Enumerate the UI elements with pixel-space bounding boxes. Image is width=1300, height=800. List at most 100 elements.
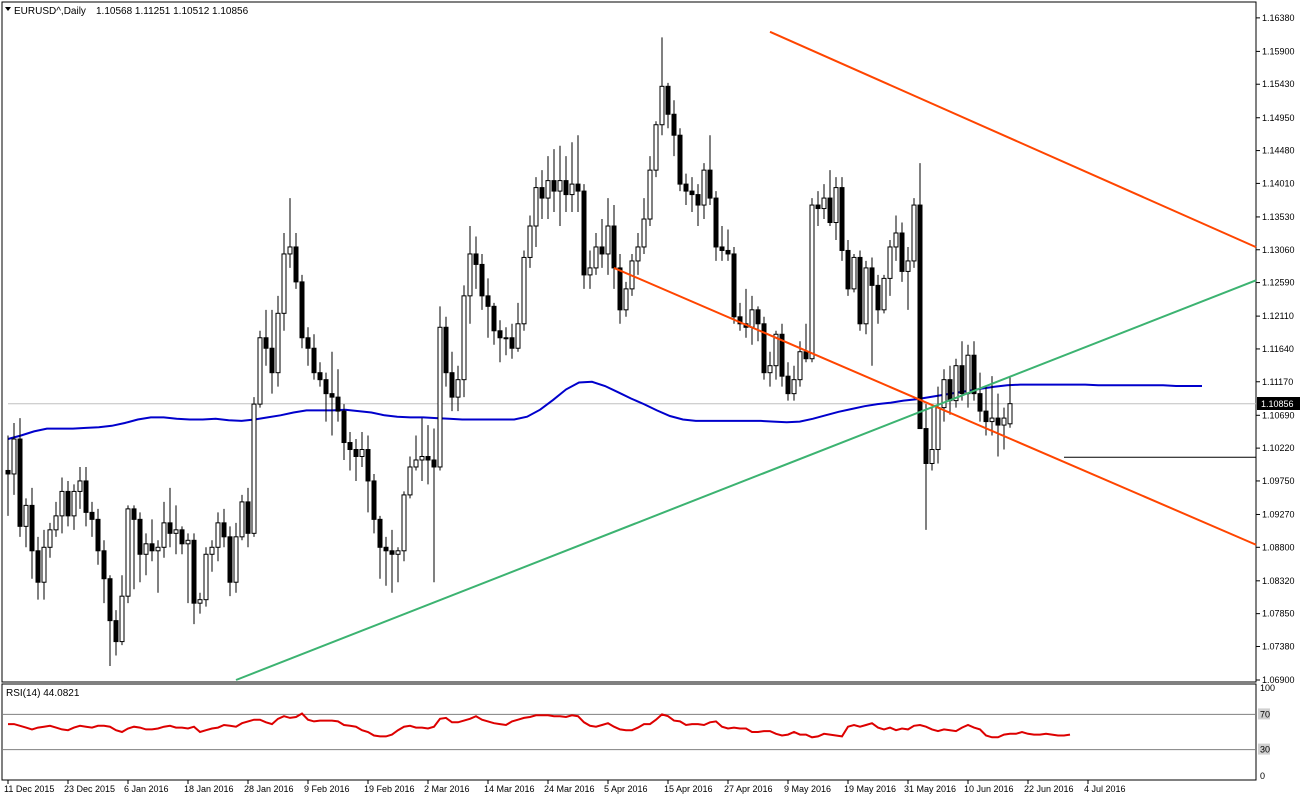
bearish-candle-body	[305, 337, 311, 349]
bullish-candle-body	[125, 508, 131, 597]
candle	[107, 575, 113, 667]
candle	[953, 358, 959, 408]
bearish-candle-body	[383, 546, 389, 552]
bullish-candle-body	[173, 529, 179, 534]
candle	[167, 487, 173, 548]
candle	[419, 418, 425, 481]
candle	[575, 135, 581, 213]
candle	[989, 376, 995, 436]
bullish-candle-body	[863, 267, 869, 325]
candle	[287, 198, 293, 268]
candle	[281, 232, 287, 331]
x-tick-label: 28 Jan 2016	[244, 784, 294, 794]
candle	[479, 253, 485, 310]
bearish-candle-body	[719, 246, 725, 251]
candle	[959, 341, 965, 401]
bullish-candle-body	[287, 246, 293, 255]
x-tick-label: 2 Mar 2016	[424, 784, 470, 794]
bearish-candle-body	[755, 309, 761, 325]
y-tick-label: 1.15900	[1262, 46, 1295, 56]
bullish-candle-body	[833, 187, 839, 224]
bearish-candle-body	[875, 284, 881, 311]
candle	[725, 229, 731, 261]
candle	[377, 515, 383, 579]
candle	[311, 334, 317, 380]
candle	[17, 418, 23, 537]
candle	[485, 278, 491, 338]
candle	[527, 215, 533, 268]
bullish-candle-body	[359, 449, 365, 457]
bearish-candle-body	[677, 134, 683, 185]
bullish-candle-body	[887, 246, 893, 279]
candle	[149, 519, 155, 562]
candles-layer	[5, 37, 1013, 667]
bullish-candle-body	[197, 599, 203, 604]
candle	[71, 484, 77, 530]
bullish-candle-body	[935, 407, 941, 451]
trendlines-layer	[235, 30, 1257, 681]
bearish-candle-body	[845, 249, 851, 290]
y-tick-label: 1.11640	[1262, 344, 1294, 354]
candle	[977, 372, 983, 422]
candle	[239, 494, 245, 541]
candle	[779, 323, 785, 387]
bullish-candle-body	[203, 553, 209, 601]
candle	[293, 232, 299, 289]
time-axis: 11 Dec 2015 23 Dec 2015 6 Jan 2016 18 Jan 2…	[4, 780, 1126, 794]
candle	[947, 365, 953, 415]
candle	[137, 512, 143, 583]
candle	[185, 533, 191, 604]
bullish-candle-body	[437, 326, 443, 468]
bullish-candle-body	[23, 504, 29, 527]
candle	[863, 260, 869, 335]
bullish-candle-body	[467, 253, 473, 297]
candle	[335, 369, 341, 422]
bullish-candle-body	[953, 365, 959, 402]
candle	[809, 198, 815, 363]
bearish-candle-body	[707, 169, 713, 199]
x-tick-label: 19 May 2016	[844, 784, 896, 794]
candle	[875, 274, 881, 324]
dropdown-triangle-icon[interactable]	[5, 7, 11, 11]
bearish-candle-body	[299, 281, 305, 339]
candle	[503, 327, 509, 356]
candle	[461, 285, 467, 398]
candle	[869, 257, 875, 366]
bearish-candle-body	[167, 522, 173, 534]
candle	[539, 170, 545, 220]
bullish-candle-body	[119, 595, 125, 643]
candle	[731, 246, 737, 324]
bullish-candle-body	[59, 490, 65, 517]
bearish-candle-body	[671, 113, 677, 136]
bearish-candle-body	[365, 449, 371, 482]
candle	[59, 477, 65, 534]
candle	[905, 246, 911, 310]
bearish-candle-body	[473, 253, 479, 265]
candle	[119, 575, 125, 646]
bearish-candle-body	[269, 347, 275, 374]
candle	[893, 215, 899, 261]
rsi-scale-label: 0	[1260, 771, 1265, 781]
candle	[491, 302, 497, 345]
candle	[833, 177, 839, 240]
bearish-candle-body	[347, 442, 353, 451]
bearish-candle-body	[695, 194, 701, 206]
bearish-candle-body	[353, 449, 359, 457]
bearish-candle-body	[869, 267, 875, 286]
candle	[197, 592, 203, 614]
candle	[323, 372, 329, 422]
bearish-candle-body	[995, 417, 1001, 426]
x-tick-label: 14 Mar 2016	[484, 784, 535, 794]
moving-average-layer	[7, 380, 1202, 440]
candle	[227, 526, 233, 597]
bearish-candle-body	[5, 469, 11, 475]
bullish-candle-body	[275, 312, 281, 374]
bearish-candle-body	[431, 459, 437, 468]
bullish-candle-body	[161, 522, 167, 548]
bearish-candle-body	[227, 536, 233, 583]
bearish-candle-body	[95, 518, 101, 552]
candle	[263, 309, 269, 366]
candle	[719, 226, 725, 261]
y-tick-label: 1.11170	[1262, 377, 1293, 387]
candle	[23, 498, 29, 548]
